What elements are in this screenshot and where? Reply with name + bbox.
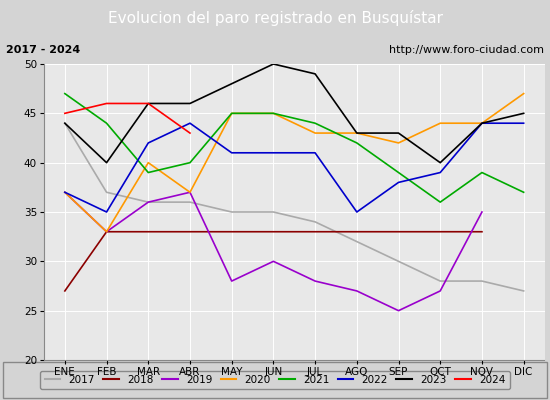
Legend: 2017, 2018, 2019, 2020, 2021, 2022, 2023, 2024: 2017, 2018, 2019, 2020, 2021, 2022, 2023…	[40, 371, 510, 389]
Text: Evolucion del paro registrado en Busquístar: Evolucion del paro registrado en Busquís…	[107, 10, 443, 26]
Text: http://www.foro-ciudad.com: http://www.foro-ciudad.com	[389, 45, 544, 55]
Text: 2017 - 2024: 2017 - 2024	[6, 45, 80, 55]
